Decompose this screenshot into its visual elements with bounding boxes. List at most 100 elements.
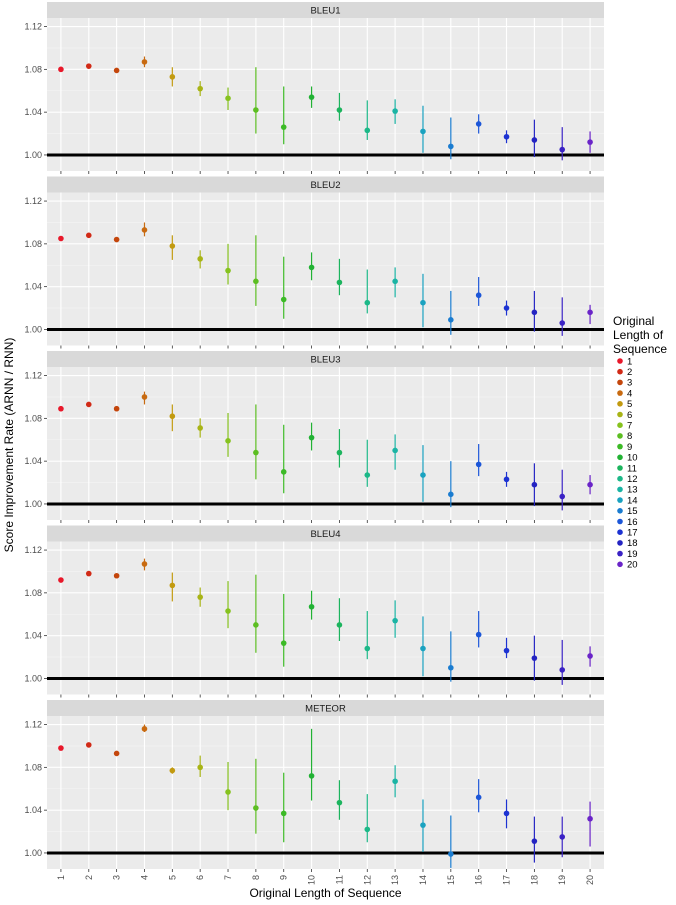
data-point [58,235,64,242]
legend-label: 19 [627,549,638,560]
legend-label: 4 [627,388,632,399]
data-point [253,278,259,285]
x-tick-label: 19 [557,875,567,885]
data-point [280,469,287,475]
x-tick-label: 15 [446,875,456,885]
data-point [197,425,203,431]
x-tick-label: 9 [279,875,289,880]
data-point [392,447,398,454]
data-point [448,664,454,671]
legend-label: 15 [627,506,638,517]
data-point [113,405,120,412]
data-point [336,279,343,286]
data-point [420,822,426,828]
facet-strip [47,700,604,716]
y-tick-label: 1.04 [24,107,42,117]
x-tick-label: 17 [502,875,512,885]
data-point [280,296,287,303]
data-point [336,622,343,628]
legend-key [617,508,623,514]
data-point [392,278,398,285]
data-point [225,95,231,102]
x-tick-label: 16 [474,875,484,885]
data-point [280,810,287,817]
legend-label: 20 [627,560,638,571]
data-point [169,582,176,589]
y-tick-label: 1.00 [24,673,42,683]
data-point [141,227,148,233]
panel-background [47,716,604,869]
panel-background [47,541,604,695]
x-tick-label: 6 [195,875,205,880]
data-point [559,493,566,500]
x-tick-label: 20 [585,875,595,885]
data-point [531,655,538,661]
y-axis-title: Score Improvement Rate (ARNN / RNN) [2,338,16,553]
y-tick-label: 1.12 [24,196,42,206]
legend-key [617,561,623,568]
data-point [225,608,231,614]
legend-label: 8 [627,431,632,442]
y-tick-label: 1.08 [24,64,42,74]
facet-bleu4: BLEU4 1.00 1.04 1.08 1.12 [24,525,604,698]
data-point [253,622,259,628]
data-point [448,491,454,498]
data-point [225,267,231,274]
y-tick-label: 1.04 [24,631,42,641]
data-point [169,74,176,80]
facet-strip-label: BLEU3 [310,355,340,366]
data-point [503,810,510,817]
facet-bleu1: BLEU1 1.00 1.04 1.08 1.12 [24,2,604,174]
data-point [113,236,120,243]
data-point [253,805,259,811]
data-point [280,640,287,646]
x-tick-label: 13 [390,875,400,885]
data-point [113,67,120,74]
y-tick-label: 1.04 [24,456,42,466]
data-point [308,603,315,610]
legend-key [617,497,623,503]
data-point [475,292,482,299]
x-tick-label: 3 [112,875,122,880]
legend-label: 14 [627,495,638,506]
data-point [336,449,343,456]
legend-label: 18 [627,538,638,549]
data-point [197,764,203,771]
panel-background [47,18,604,171]
data-point [587,139,593,145]
y-tick-label: 1.00 [24,150,42,160]
legend-label: 7 [627,421,632,432]
data-point [85,63,92,69]
data-point [169,767,176,774]
data-point [253,449,259,456]
facet-strip-label: BLEU2 [310,180,340,191]
x-axis-title: Original Length of Sequence [249,886,401,900]
data-point [58,577,64,583]
legend-key [617,411,623,418]
y-tick-label: 1.12 [24,22,42,32]
data-point [531,481,538,488]
data-point [364,826,371,833]
data-point [448,317,454,323]
y-tick-label: 1.12 [24,371,42,381]
data-point [141,394,148,400]
data-point [197,85,203,92]
data-point [475,631,482,638]
data-point [197,256,203,262]
legend-label: 17 [627,528,638,539]
legend-key [617,368,623,375]
legend-label: 13 [627,485,638,496]
legend-label: 16 [627,517,638,528]
data-point [531,838,538,844]
data-point [392,617,398,624]
legend-label: 5 [627,399,632,410]
legend-key [617,529,623,535]
legend-key [617,475,623,482]
x-tick-label: 7 [223,875,233,880]
y-tick-label: 1.08 [24,762,42,772]
facets: BLEU1 1.00 1.04 1.08 1.12 BLEU2 1.00 1.04 1.08 1.… [24,2,604,885]
data-point [364,645,371,652]
legend-key [617,443,623,450]
legend-label: 12 [627,474,638,485]
